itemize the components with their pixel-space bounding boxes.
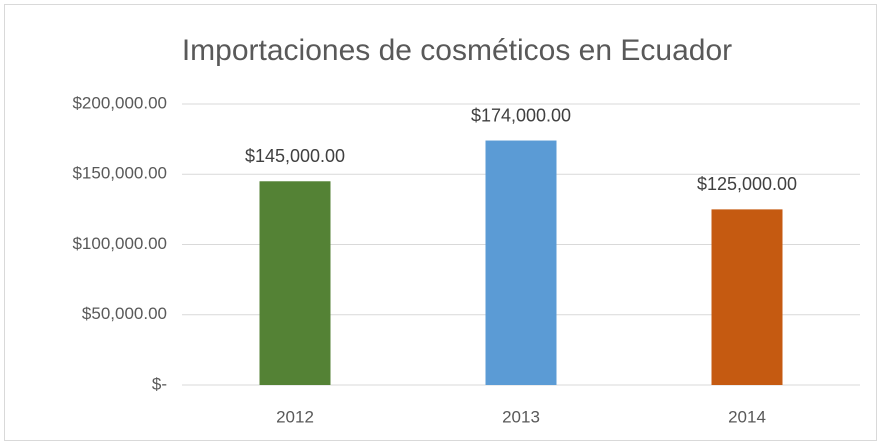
y-tick-label: $150,000.00 <box>72 164 167 183</box>
value-label: $125,000.00 <box>697 174 797 194</box>
bar <box>259 181 331 385</box>
y-tick-label: $200,000.00 <box>72 93 167 112</box>
y-tick-label: $100,000.00 <box>72 234 167 253</box>
value-label: $174,000.00 <box>471 105 571 125</box>
chart-title: Importaciones de cosméticos en Ecuador <box>182 34 732 67</box>
y-tick-label: $50,000.00 <box>82 304 167 323</box>
bar <box>485 140 557 385</box>
x-tick-label: 2012 <box>276 407 314 426</box>
bar <box>711 209 783 385</box>
x-tick-label: 2014 <box>728 407 766 426</box>
y-tick-label: $- <box>152 374 167 393</box>
x-tick-label: 2013 <box>502 407 540 426</box>
value-label: $145,000.00 <box>245 146 345 166</box>
